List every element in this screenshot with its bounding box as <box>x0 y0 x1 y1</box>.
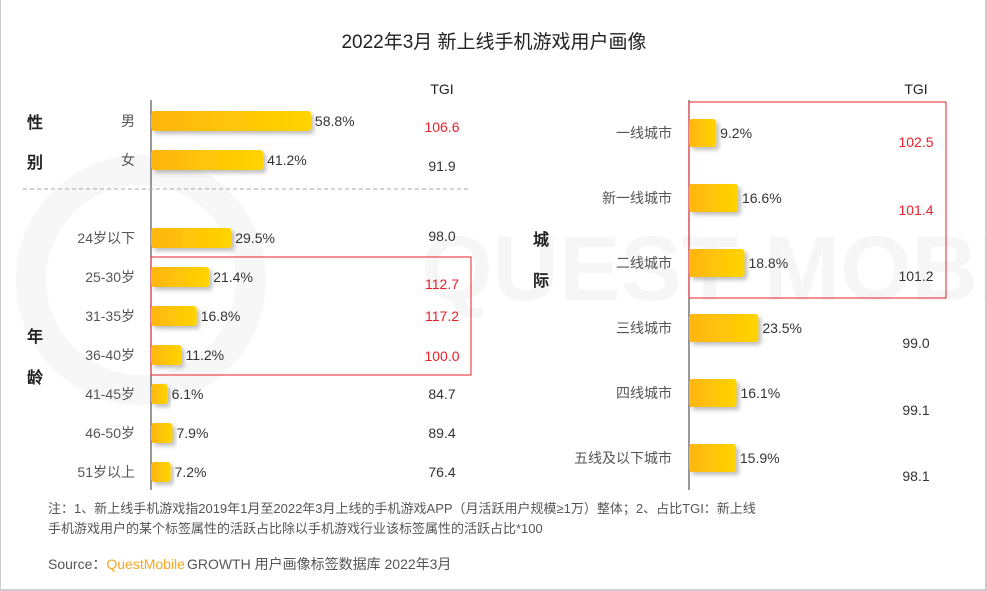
category-label: 新一线城市 <box>602 190 672 206</box>
bar <box>689 249 745 277</box>
tgi-value: 89.4 <box>428 425 455 441</box>
category-label: 一线城市 <box>616 125 672 141</box>
bar <box>689 314 759 342</box>
value-label: 21.4% <box>213 269 253 285</box>
group-label: 年 <box>27 327 43 346</box>
tgi-header-left: TGI <box>430 81 453 97</box>
bar <box>151 150 264 170</box>
category-label: 36-40岁 <box>85 347 135 363</box>
note-line-2: 手机游戏用户的某个标签属性的活跃占比除以手机游戏行业该标签属性的活跃占比*100 <box>48 521 543 536</box>
value-label: 23.5% <box>762 320 802 336</box>
value-label: 15.9% <box>740 450 780 466</box>
bar <box>689 184 738 212</box>
tgi-value: 76.4 <box>428 464 455 480</box>
value-label: 41.2% <box>267 152 307 168</box>
bar <box>689 444 736 472</box>
category-label: 男 <box>121 113 135 129</box>
tgi-value: 99.1 <box>902 402 929 418</box>
value-label: 7.2% <box>175 464 207 480</box>
bar <box>151 384 168 404</box>
category-label: 五线及以下城市 <box>574 450 672 466</box>
category-label: 41-45岁 <box>85 386 135 402</box>
category-label: 51岁以上 <box>77 464 135 480</box>
tgi-header-right: TGI <box>904 81 927 97</box>
value-label: 16.6% <box>742 190 782 206</box>
tgi-value: 101.4 <box>898 202 933 218</box>
value-label: 18.8% <box>748 255 788 271</box>
bar <box>151 423 173 443</box>
category-label: 二线城市 <box>616 255 672 271</box>
group-label: 际 <box>533 272 549 290</box>
source-line: Source：QuestMobile GROWTH 用户画像标签数据库 2022年… <box>48 556 451 572</box>
bar <box>151 111 311 131</box>
bar <box>151 267 210 287</box>
tgi-value: 91.9 <box>428 158 455 174</box>
tgi-value: 101.2 <box>898 268 933 284</box>
value-label: 29.5% <box>235 230 275 246</box>
category-label: 31-35岁 <box>85 308 135 324</box>
category-label: 46-50岁 <box>85 425 135 441</box>
bar <box>151 306 197 326</box>
value-label: 6.1% <box>172 386 204 402</box>
category-label: 三线城市 <box>616 320 672 336</box>
value-label: 16.1% <box>740 385 780 401</box>
value-label: 7.9% <box>176 425 208 441</box>
category-label: 24岁以下 <box>77 230 135 246</box>
value-label: 16.8% <box>201 308 241 324</box>
tgi-value: 102.5 <box>898 134 933 150</box>
source-prefix: Source： <box>48 556 106 572</box>
tgi-value: 112.7 <box>425 276 459 292</box>
tgi-value: 106.6 <box>424 119 459 135</box>
value-label: 58.8% <box>315 113 355 129</box>
tgi-value: 98.0 <box>428 228 455 244</box>
tgi-value: 84.7 <box>428 386 455 402</box>
group-label: 龄 <box>27 368 44 387</box>
group-label: 性 <box>27 113 43 132</box>
chart-title: 2022年3月 新上线手机游戏用户画像 <box>341 31 646 53</box>
tgi-value: 98.1 <box>902 468 929 484</box>
tgi-value: 117.2 <box>425 308 459 324</box>
group-label: 城 <box>533 231 549 249</box>
bar <box>689 379 737 407</box>
bar <box>151 345 182 365</box>
value-label: 9.2% <box>720 125 752 141</box>
tgi-value: 99.0 <box>902 335 929 351</box>
note-line-1: 注：1、新上线手机游戏指2019年1月至2022年3月上线的手机游戏APP（月活… <box>48 501 756 517</box>
source-brand: QuestMobile <box>106 556 185 572</box>
category-label: 女 <box>121 152 135 168</box>
bar <box>151 228 232 248</box>
category-label: 25-30岁 <box>85 269 135 285</box>
value-label: 11.2% <box>185 347 224 363</box>
category-label: 四线城市 <box>616 385 672 401</box>
bar <box>151 462 171 482</box>
source-rest: GROWTH 用户画像标签数据库 2022年3月 <box>187 556 451 572</box>
bar <box>689 119 717 147</box>
tgi-value: 100.0 <box>424 348 459 364</box>
group-label: 别 <box>26 154 43 172</box>
